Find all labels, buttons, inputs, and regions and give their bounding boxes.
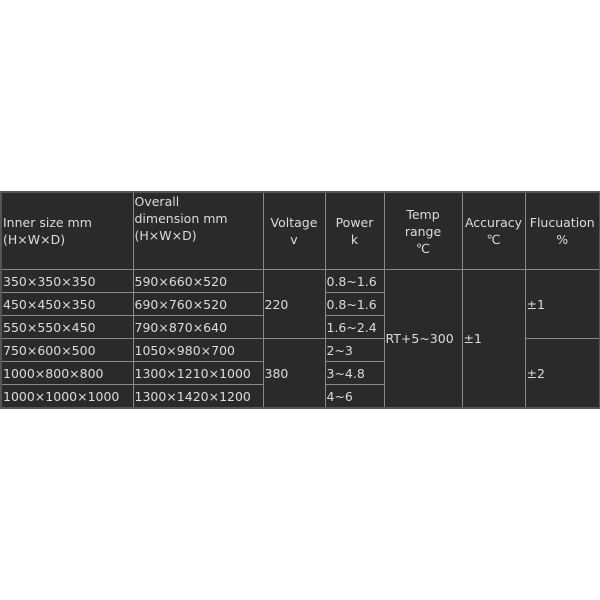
header-text: dimension mm — [134, 211, 228, 226]
header-text: Flucuation — [529, 215, 595, 230]
header-text: range — [404, 223, 442, 239]
header-text: Overall — [134, 194, 180, 209]
inner-size-cell: 550×550×450 — [0, 315, 134, 339]
header-row: Inner size mm (H×W×D) Overall dimension mm… — [0, 191, 600, 270]
table-row: 550×550×450 790×870×640 1.6~2.4 — [0, 315, 600, 339]
inner-size-cell: 1000×1000×1000 — [0, 384, 134, 409]
power-cell: 0.8~1.6 — [324, 292, 385, 316]
header-text: ℃ — [415, 240, 431, 256]
table-row: 750×600×500 1050×980×700 380 2~3 ±2 — [0, 338, 600, 409]
accuracy-cell: ±1 — [461, 269, 526, 409]
header-text: Inner size mm — [3, 215, 92, 230]
fluctuation-cell: ±2 — [524, 338, 600, 409]
header-text: k — [350, 232, 359, 247]
header-text: Voltage — [270, 215, 318, 230]
overall-cell: 590×660×520 — [132, 269, 264, 293]
inner-size-cell: 750×600×500 — [0, 338, 134, 362]
header-text: % — [556, 232, 569, 247]
header-power: Power k — [324, 191, 385, 270]
header-text: (H×W×D) — [3, 232, 66, 247]
inner-size-cell: 1000×800×800 — [0, 361, 134, 385]
header-text: (H×W×D) — [134, 228, 197, 243]
voltage-cell: 220 — [262, 269, 326, 339]
overall-cell: 1300×1420×1200 — [132, 384, 264, 409]
header-temp: Temp range ℃ — [383, 191, 463, 270]
header-accuracy: Accuracy ℃ — [461, 191, 526, 270]
header-overall: Overall dimension mm (H×W×D) — [132, 191, 264, 270]
table-row: 450×450×350 690×760×520 0.8~1.6 — [0, 292, 600, 316]
voltage-cell: 380 — [262, 338, 326, 409]
inner-size-cell: 450×450×350 — [0, 292, 134, 316]
header-text: v — [290, 232, 298, 247]
table-row: 1000×800×800 1300×1210×1000 3~4.8 — [0, 361, 600, 385]
fluctuation-cell: ±1 — [524, 269, 600, 339]
overall-cell: 690×760×520 — [132, 292, 264, 316]
table-row: 1000×1000×1000 1300×1420×1200 4~6 — [0, 384, 600, 409]
inner-size-cell: 350×350×350 — [0, 269, 134, 293]
power-cell: 4~6 — [324, 384, 385, 409]
power-cell: 1.6~2.4 — [324, 315, 385, 339]
power-cell: 2~3 — [324, 338, 385, 362]
spec-table: Inner size mm (H×W×D) Overall dimension mm… — [0, 191, 600, 409]
overall-cell: 1300×1210×1000 — [132, 361, 264, 385]
header-text: Power — [335, 215, 374, 230]
power-cell: 0.8~1.6 — [324, 269, 385, 293]
power-cell: 3~4.8 — [324, 361, 385, 385]
header-text: Temp — [406, 206, 440, 222]
header-voltage: Voltage v — [262, 191, 326, 270]
table-row: 350×350×350 590×660×520 220 0.8~1.6 RT+5… — [0, 269, 600, 409]
overall-cell: 1050×980×700 — [132, 338, 264, 362]
header-text: ℃ — [486, 232, 501, 247]
temp-range-cell: RT+5~300 — [383, 269, 463, 409]
header-fluctuation: Flucuation% — [524, 191, 600, 270]
header-inner-size: Inner size mm (H×W×D) — [0, 191, 134, 270]
overall-cell: 790×870×640 — [132, 315, 264, 339]
header-text: Accuracy — [464, 215, 523, 230]
